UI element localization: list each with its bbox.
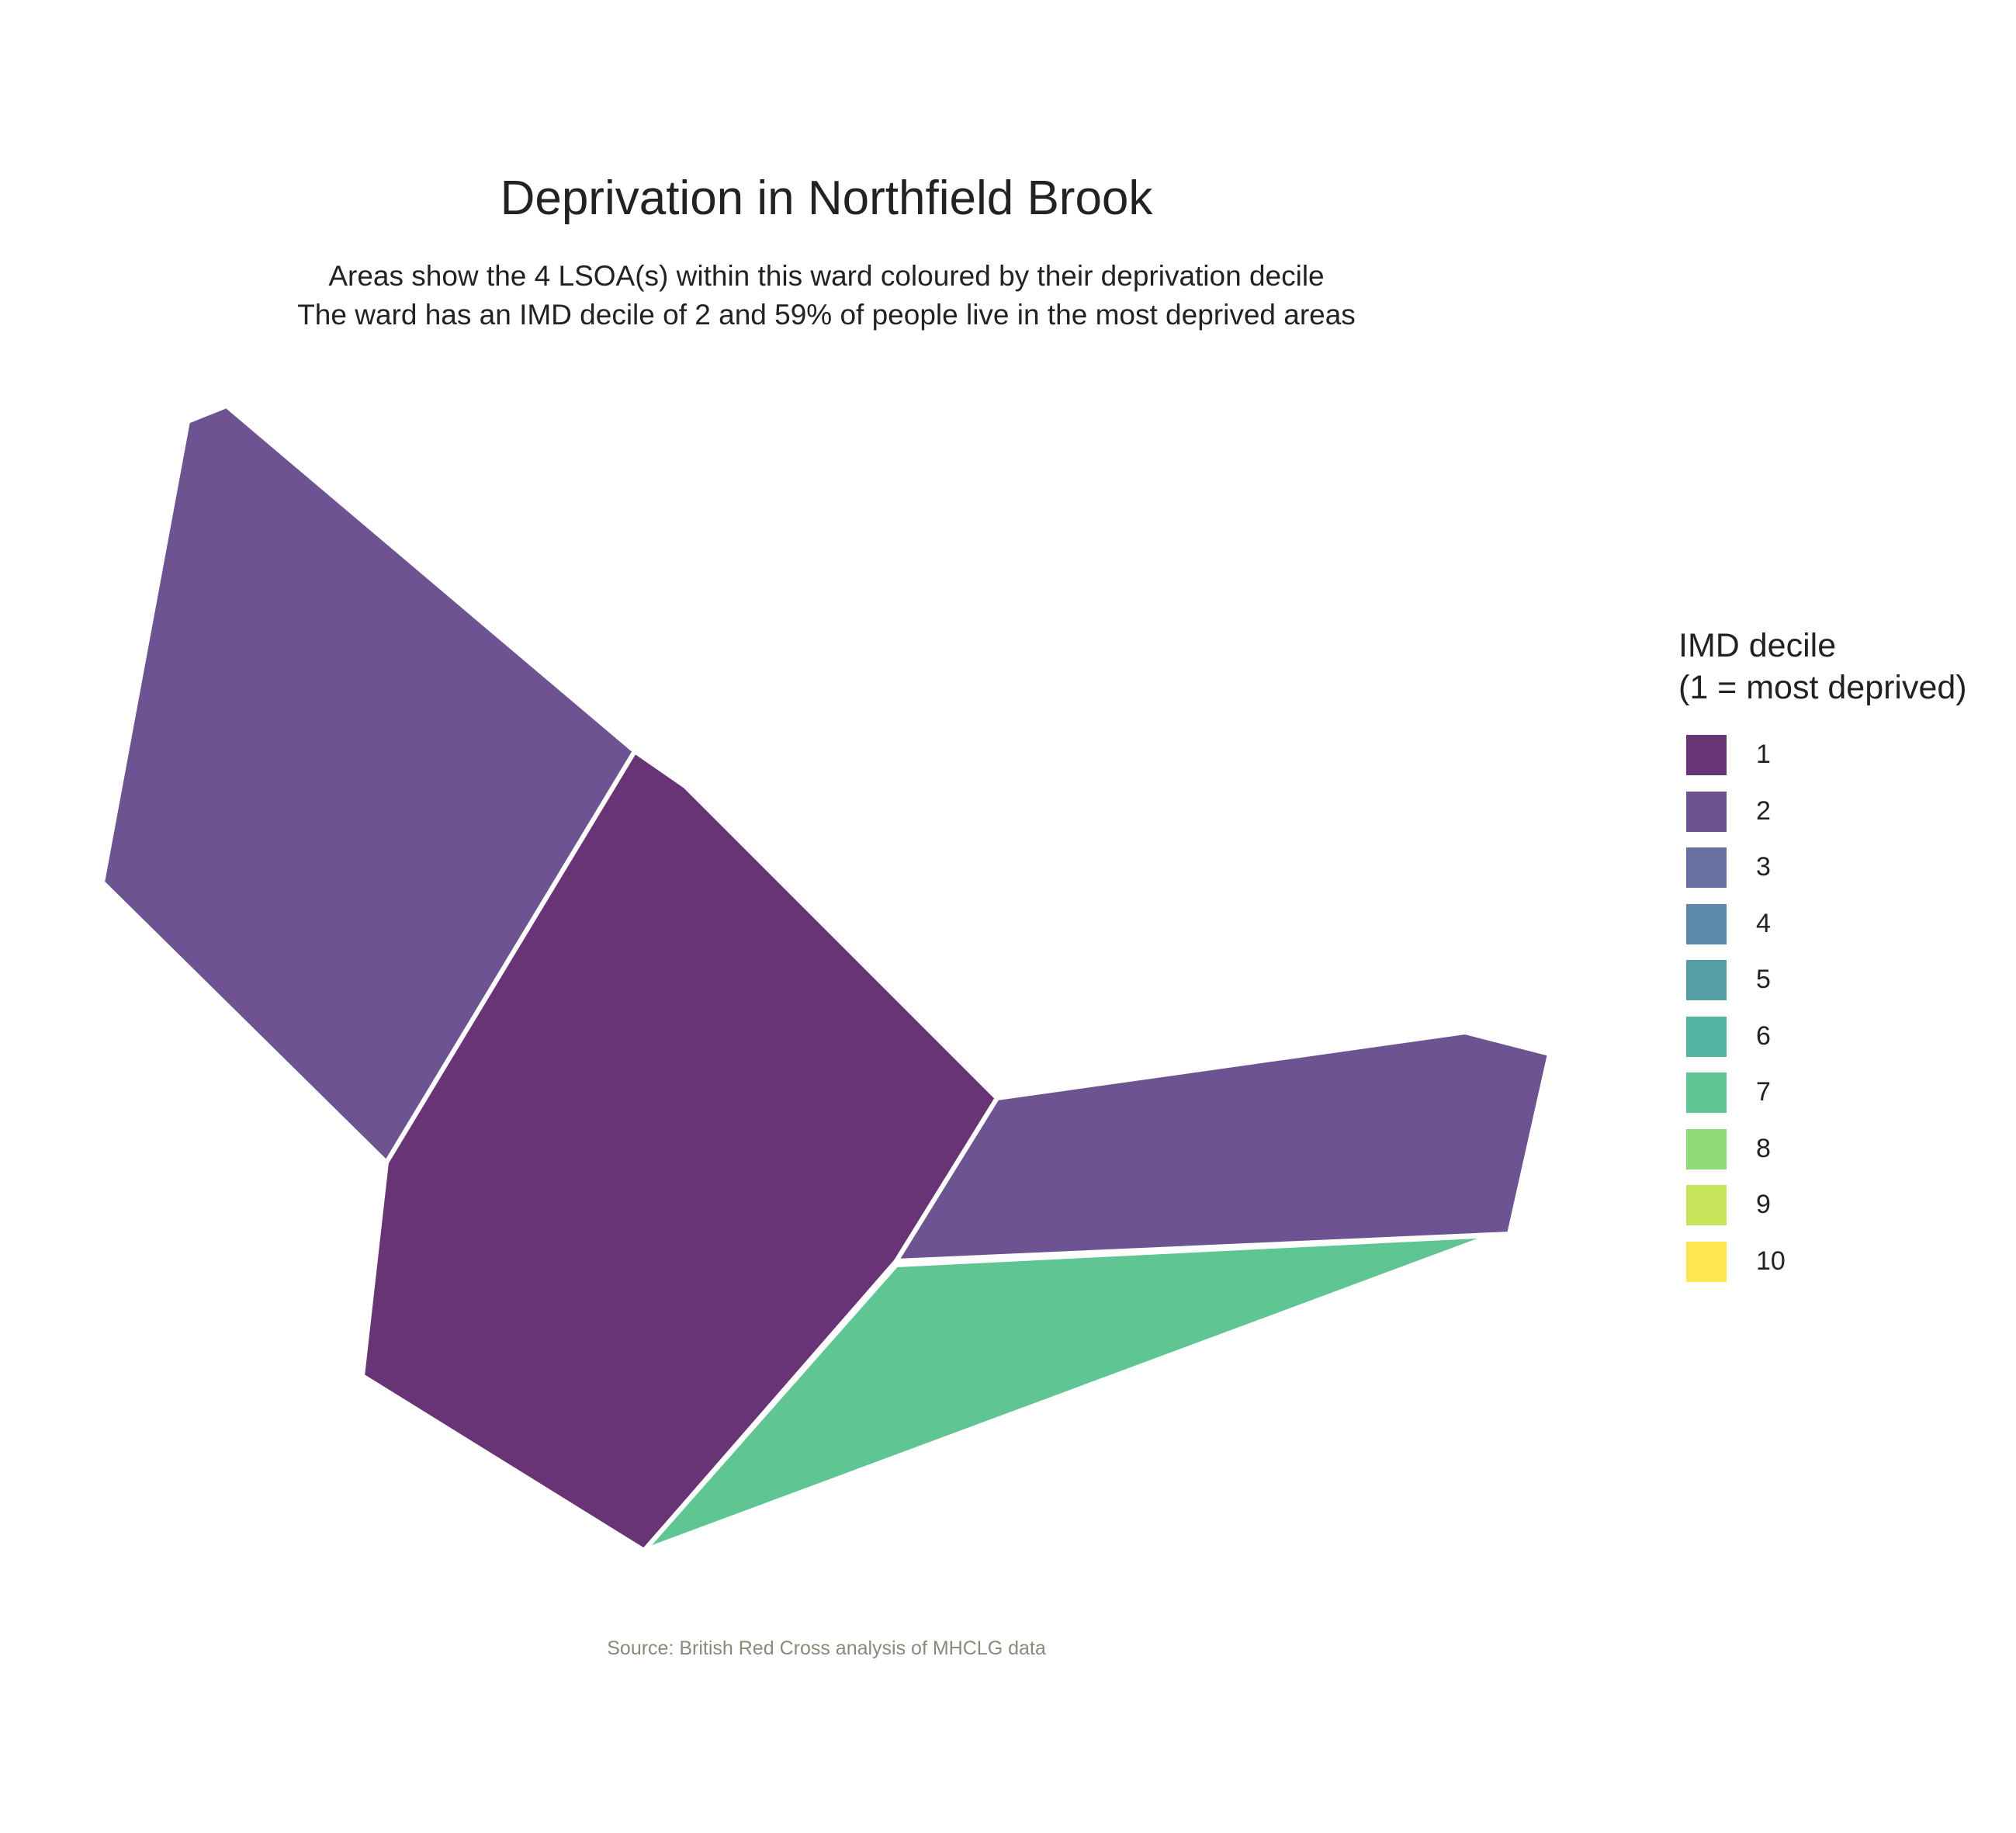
legend-title-line-2: (1 = most deprived) [1678,669,1967,706]
legend-label-9: 9 [1756,1190,1771,1219]
chart-title: Deprivation in Northfield Brook [500,172,1153,225]
legend-label-8: 8 [1756,1133,1771,1163]
legend-label-5: 5 [1756,965,1771,994]
legend-item-3: 3 [1678,847,1967,904]
legend-swatch-1 [1686,735,1727,775]
legend-swatch-8 [1686,1128,1727,1169]
legend-item-1: 1 [1678,735,1967,792]
source-caption: Source: British Red Cross analysis of MH… [607,1637,1046,1659]
legend-item-9: 9 [1678,1185,1967,1242]
legend-item-7: 7 [1678,1072,1967,1129]
lsoa-area-east [894,1030,1552,1263]
legend-label-6: 6 [1756,1020,1771,1051]
legend-swatch-3 [1686,847,1727,888]
legend: IMD decile (1 = most deprived) 1 2 3 4 5… [1678,625,1967,1298]
chart-subtitle-line-2: The ward has an IMD decile of 2 and 59% … [297,299,1356,331]
legend-item-5: 5 [1678,960,1967,1017]
legend-label-2: 2 [1756,795,1771,826]
legend-item-8: 8 [1678,1128,1967,1186]
legend-swatch-10 [1686,1241,1727,1282]
legend-label-3: 3 [1756,852,1771,882]
legend-label-10: 10 [1756,1246,1786,1276]
legend-label-1: 1 [1756,740,1771,769]
legend-swatch-9 [1686,1185,1727,1225]
legend-label-4: 4 [1756,908,1771,938]
legend-item-2: 2 [1678,791,1967,848]
legend-swatch-4 [1686,903,1727,944]
legend-label-7: 7 [1756,1077,1771,1107]
legend-item-6: 6 [1678,1016,1967,1073]
legend-swatch-5 [1686,960,1727,1000]
legend-swatch-6 [1686,1016,1727,1057]
chart-subtitle-line-1: Areas show the 4 LSOA(s) within this war… [328,260,1325,292]
lsoa-area-south-east [642,1233,1495,1553]
legend-swatch-7 [1686,1072,1727,1113]
legend-swatch-2 [1686,791,1727,832]
ward-map [102,406,1552,1553]
legend-title: IMD decile (1 = most deprived) [1678,625,1967,709]
legend-title-line-1: IMD decile [1678,627,1837,664]
legend-item-4: 4 [1678,903,1967,961]
legend-item-10: 10 [1678,1241,1967,1298]
